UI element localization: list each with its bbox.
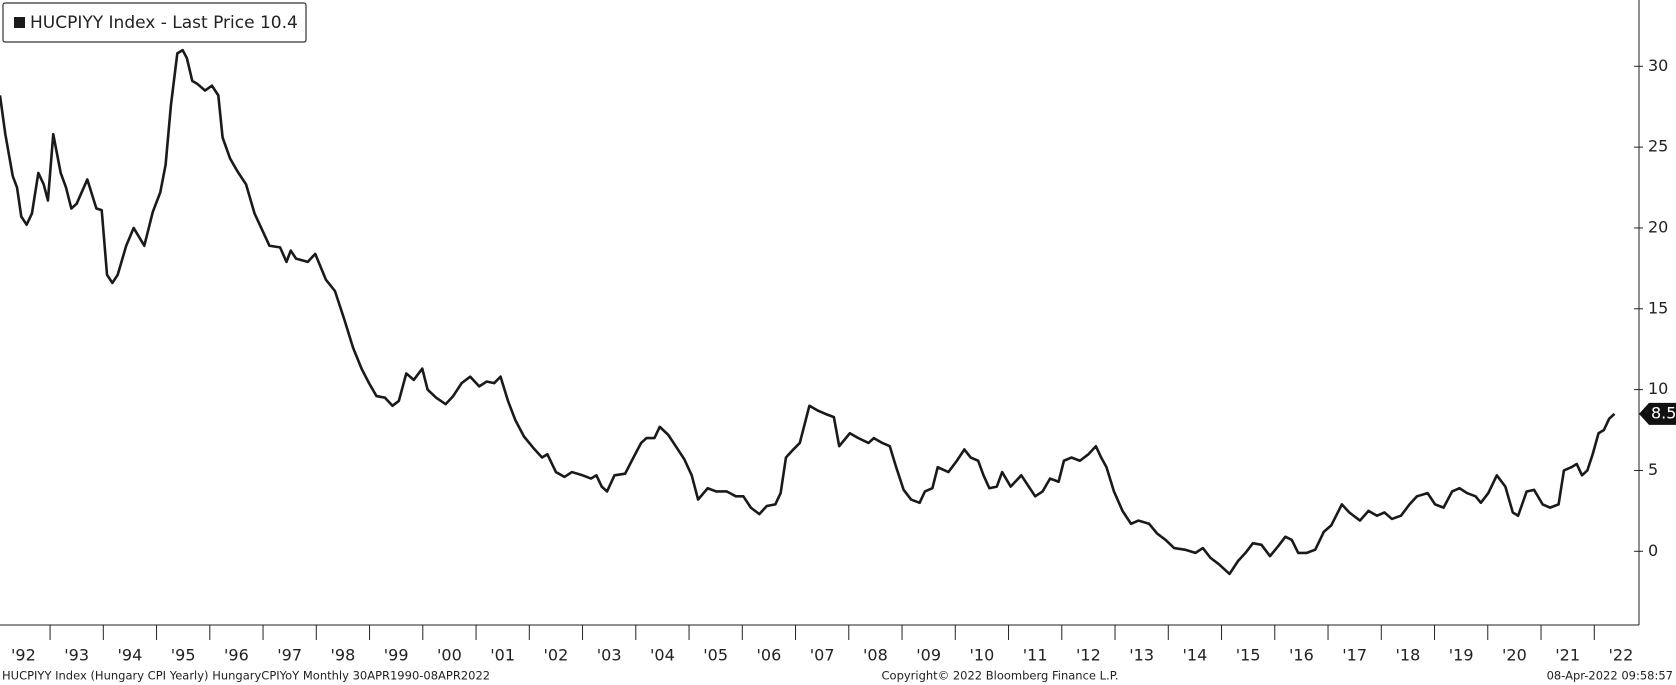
- x-tick-label: '94: [118, 646, 143, 665]
- x-tick-label: '95: [171, 646, 196, 665]
- y-tick-label: 15: [1648, 298, 1668, 317]
- x-tick-label: '17: [1342, 646, 1367, 665]
- x-tick-label: '15: [1236, 646, 1261, 665]
- legend-label: HUCPIYY Index - Last Price 10.4: [30, 13, 298, 33]
- legend-swatch: [14, 17, 25, 28]
- x-tick-label: '00: [437, 646, 462, 665]
- last-value-label: 8.5: [1651, 403, 1676, 422]
- legend-box: [2, 2, 307, 43]
- x-tick-label: '10: [970, 646, 995, 665]
- y-tick-label: 25: [1648, 137, 1668, 156]
- x-tick-label: '97: [277, 646, 302, 665]
- legend: HUCPIYY Index - Last Price 10.4: [2, 2, 307, 43]
- y-tick-label: 5: [1648, 460, 1658, 479]
- x-tick-label: '16: [1289, 646, 1314, 665]
- x-tick-label: '06: [757, 646, 782, 665]
- x-tick-label: '96: [224, 646, 249, 665]
- x-tick-label: '13: [1129, 646, 1154, 665]
- y-tick-label: 10: [1648, 379, 1668, 398]
- last-value-tag: [1639, 402, 1676, 425]
- x-tick-label: '93: [64, 646, 89, 665]
- x-tick-label: '02: [544, 646, 569, 665]
- x-tick-label: '98: [331, 646, 356, 665]
- y-tick-label: 30: [1648, 56, 1668, 75]
- x-tick-label: '01: [490, 646, 515, 665]
- timestamp: 08-Apr-2022 09:58:57: [1547, 669, 1673, 683]
- x-tick-label: '09: [916, 646, 941, 665]
- y-tick-label: 0: [1648, 541, 1658, 560]
- x-tick-label: '19: [1449, 646, 1474, 665]
- line: [0, 48, 1616, 576]
- x-tick-label: '07: [810, 646, 835, 665]
- x-tick-label: '99: [384, 646, 409, 665]
- x-tick-label: '22: [1609, 646, 1634, 665]
- footnote: HUCPIYY Index (Hungary CPI Yearly) Hunga…: [2, 669, 490, 683]
- x-tick-label: '21: [1555, 646, 1580, 665]
- x-tick-label: '92: [11, 646, 36, 665]
- x-tick-label: '14: [1183, 646, 1208, 665]
- x-tick-label: '05: [703, 646, 728, 665]
- copyright: Copyright© 2022 Bloomberg Finance L.P.: [882, 669, 1119, 683]
- x-tick-label: '20: [1502, 646, 1527, 665]
- x-tick-label: '04: [650, 646, 675, 665]
- x-tick-label: '03: [597, 646, 622, 665]
- y-tick-label: 20: [1648, 217, 1668, 236]
- x-tick-label: '08: [863, 646, 888, 665]
- x-tick-label: '12: [1076, 646, 1101, 665]
- x-tick-label: '11: [1023, 646, 1048, 665]
- x-tick-label: '18: [1396, 646, 1421, 665]
